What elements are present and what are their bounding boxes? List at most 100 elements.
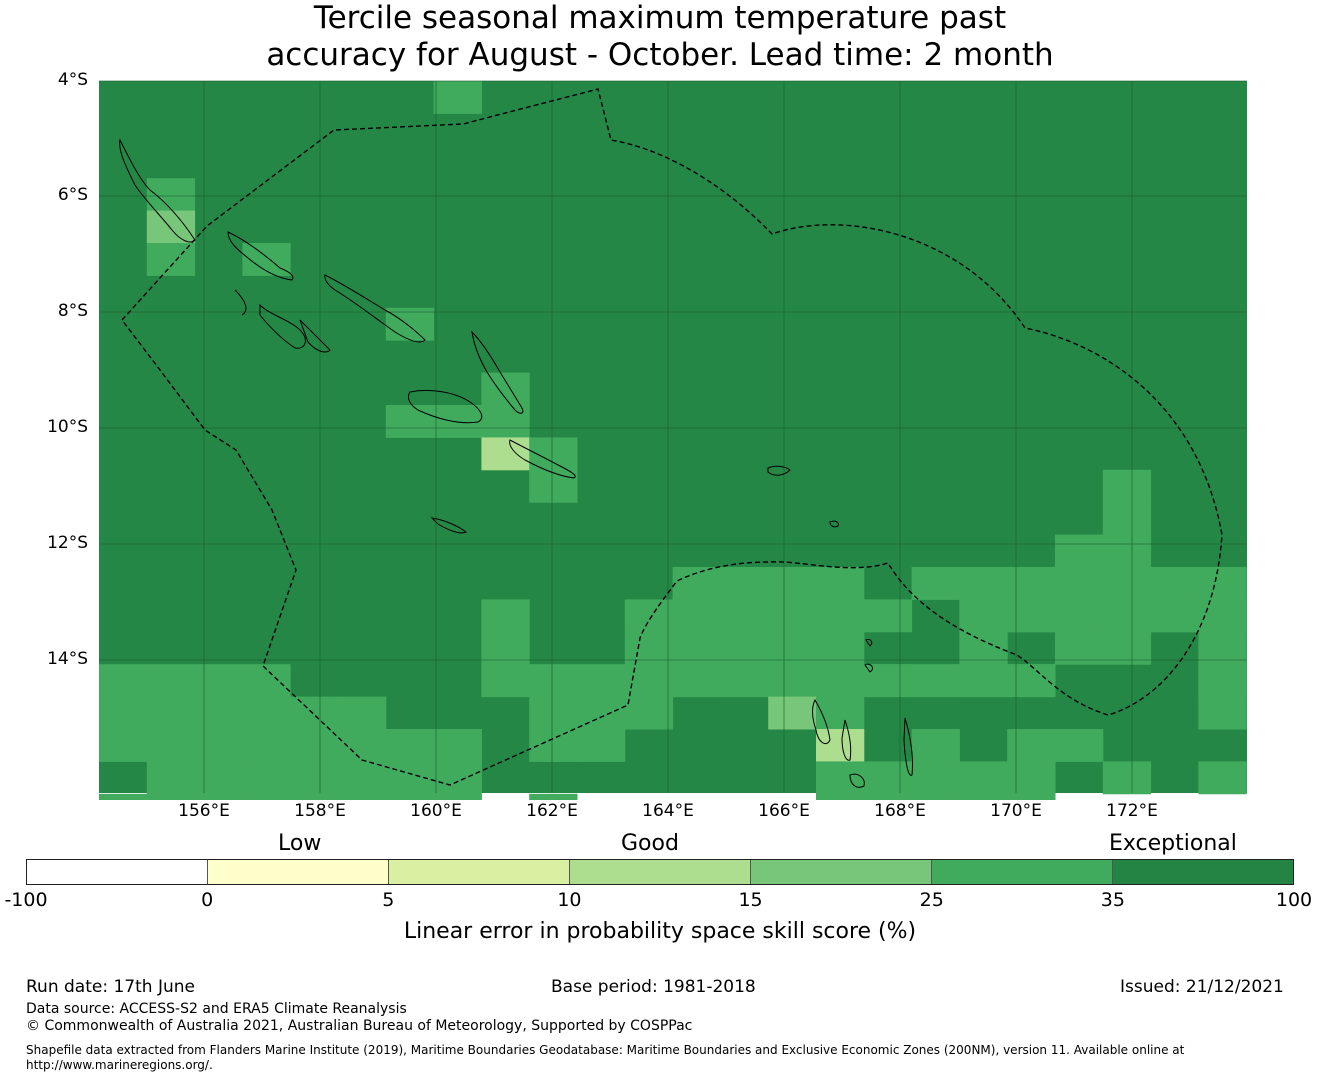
skill-cell [385, 793, 435, 800]
skill-cell [338, 793, 387, 800]
skill-cell [911, 761, 960, 795]
skill-cell [1055, 567, 1104, 600]
colorbar-segment [1113, 860, 1293, 884]
skill-cell [338, 696, 387, 730]
latitude-tick-label: 8°S [57, 301, 88, 321]
skill-cell [338, 729, 387, 762]
skill-cell [624, 696, 674, 730]
skill-cell [1102, 502, 1152, 536]
skill-cell [577, 729, 626, 762]
skill-cell [863, 599, 913, 633]
longitude-tick-label: 160°E [410, 801, 462, 821]
skill-cell [385, 729, 435, 762]
longitude-tick-label: 156°E [178, 801, 230, 821]
title-line-2: accuracy for August - October. Lead time… [266, 37, 1054, 73]
map-title: Tercile seasonal maximum temperature pas… [0, 0, 1320, 74]
skill-cell [1055, 534, 1104, 568]
colorbar-tick-label: 15 [738, 889, 763, 911]
new-georgia-group [234, 289, 331, 353]
skill-cell [1198, 567, 1247, 600]
skill-cells [99, 81, 1247, 800]
colorbar-label: Linear error in probability space skill … [403, 919, 917, 944]
graticule [99, 80, 1247, 793]
skill-cell [816, 631, 865, 665]
colorbar-tick-label: 35 [1100, 889, 1125, 911]
skill-cell [1007, 729, 1056, 762]
skill-cell [720, 664, 769, 698]
skill-cell [99, 664, 148, 698]
rennell-island [430, 517, 467, 534]
skill-cell [194, 696, 243, 730]
skill-cell [146, 178, 196, 212]
data-source: Data source: ACCESS-S2 and ERA5 Climate … [26, 1001, 407, 1017]
skill-cell [433, 761, 482, 795]
skill-cell [863, 761, 913, 795]
skill-cell [816, 664, 865, 698]
colorbar-tick-label: 100 [1275, 889, 1313, 911]
malaita-island [471, 330, 524, 414]
skill-cell [911, 567, 960, 600]
skill-cell [624, 664, 674, 698]
skill-cell [1198, 761, 1247, 795]
skill-cell [194, 793, 243, 800]
skill-cell [385, 307, 435, 341]
skill-cell [1150, 567, 1199, 600]
skill-cell [1198, 631, 1247, 665]
latitude-tick-label: 4°S [57, 70, 88, 90]
skill-cell [816, 696, 865, 730]
skill-cell [672, 631, 721, 665]
colorbar-segment [932, 860, 1113, 884]
longitude-tick-label: 172°E [1106, 801, 1158, 821]
skill-cell [768, 567, 817, 600]
skill-cell [577, 664, 626, 698]
longitude-tick-label: 170°E [990, 801, 1042, 821]
colorbar-tick-label: 25 [919, 889, 944, 911]
skill-cell [529, 664, 578, 698]
skill-cell [1198, 599, 1247, 633]
skill-cell [816, 761, 865, 795]
skill-cell [816, 793, 865, 800]
skill-cell [1055, 599, 1104, 633]
colorbar-tick-label: 5 [382, 889, 395, 911]
skill-cell [672, 567, 721, 600]
skill-cell [1198, 664, 1247, 698]
skill-cell [242, 696, 291, 730]
skill-cell [959, 599, 1008, 633]
skill-cell [720, 599, 769, 633]
colorbar-segment [208, 860, 389, 884]
skill-cell [911, 664, 960, 698]
latitude-tick-label: 6°S [57, 185, 88, 205]
skill-cell [768, 631, 817, 665]
skill-cell [816, 599, 865, 633]
skill-cell [816, 567, 865, 600]
skill-cell [1102, 599, 1152, 633]
longitude-tick-label: 168°E [874, 801, 926, 821]
longitude-tick-label: 162°E [526, 801, 578, 821]
skill-cell [242, 761, 291, 795]
skill-cell [99, 793, 148, 800]
skill-cell [481, 599, 530, 633]
skill-cell [1102, 567, 1152, 600]
colorbar-tick-label: 10 [557, 889, 582, 911]
skill-cell [146, 793, 196, 800]
skill-cell [433, 729, 482, 762]
colorbar-category-good: Good [621, 831, 679, 856]
skill-cell [672, 664, 721, 698]
skill-cell [146, 696, 196, 730]
colorbar [26, 859, 1294, 885]
issued-date: Issued: 21/12/2021 [1120, 977, 1284, 997]
skill-cell [529, 793, 578, 800]
choiseul-island [227, 231, 294, 281]
skill-cell [146, 729, 196, 762]
colorbar-segment [570, 860, 751, 884]
skill-cell [290, 761, 339, 795]
skill-cell [672, 599, 721, 633]
skill-cell [959, 793, 1008, 800]
skill-cell [242, 664, 291, 698]
skill-cell [1150, 599, 1199, 633]
skill-cell [290, 729, 339, 762]
nendo-island [767, 465, 791, 476]
title-line-1: Tercile seasonal maximum temperature pas… [313, 0, 1007, 36]
latitude-tick-label: 12°S [47, 533, 88, 553]
torres-islands [864, 639, 873, 673]
